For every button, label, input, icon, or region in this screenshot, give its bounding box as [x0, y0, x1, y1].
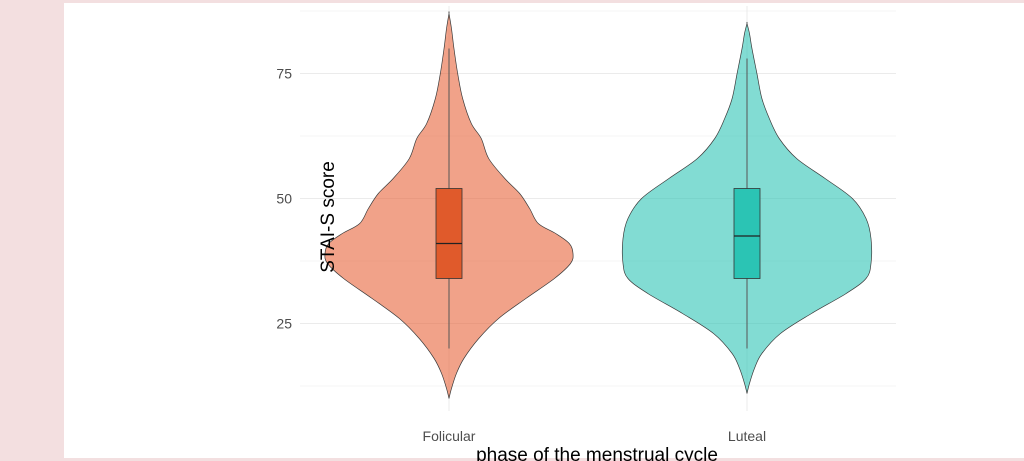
y-tick-labels: 25 50 75	[276, 66, 292, 332]
x-tick-labels: Folicular Luteal	[423, 428, 767, 444]
box-luteal	[733, 188, 761, 279]
x-tick-label-1: Luteal	[728, 428, 766, 444]
x-axis-title: phase of the menstrual cycle	[476, 445, 718, 461]
violins	[324, 11, 872, 399]
x-tick-label-0: Folicular	[423, 428, 476, 444]
boxplots	[435, 48, 761, 349]
y-tick-label-75: 75	[276, 66, 292, 82]
y-tick-label-50: 50	[276, 191, 292, 207]
y-tick-label-25: 25	[276, 316, 292, 332]
chart-panel: 25 50 75 Folicular Luteal STAI-S score phas…	[64, 0, 1024, 461]
y-axis-title: STAI-S score	[318, 161, 339, 273]
box-folicular	[435, 188, 463, 279]
violin-chart: 25 50 75 Folicular Luteal STAI-S score phas…	[276, 6, 896, 461]
